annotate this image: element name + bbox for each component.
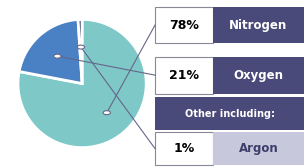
Text: 78%: 78% [169, 19, 199, 32]
FancyBboxPatch shape [213, 132, 304, 165]
FancyBboxPatch shape [213, 7, 304, 43]
FancyBboxPatch shape [155, 7, 213, 43]
Wedge shape [18, 19, 146, 148]
FancyBboxPatch shape [155, 97, 304, 130]
Text: 21%: 21% [169, 69, 199, 82]
Text: Oxygen: Oxygen [233, 69, 283, 82]
FancyBboxPatch shape [213, 57, 304, 94]
Wedge shape [19, 20, 82, 84]
Wedge shape [78, 19, 82, 84]
FancyBboxPatch shape [155, 57, 213, 94]
Text: Nitrogen: Nitrogen [229, 19, 288, 32]
FancyBboxPatch shape [155, 132, 213, 165]
Text: 1%: 1% [173, 142, 195, 155]
Text: Other including:: Other including: [185, 109, 275, 119]
Text: Argon: Argon [239, 142, 278, 155]
